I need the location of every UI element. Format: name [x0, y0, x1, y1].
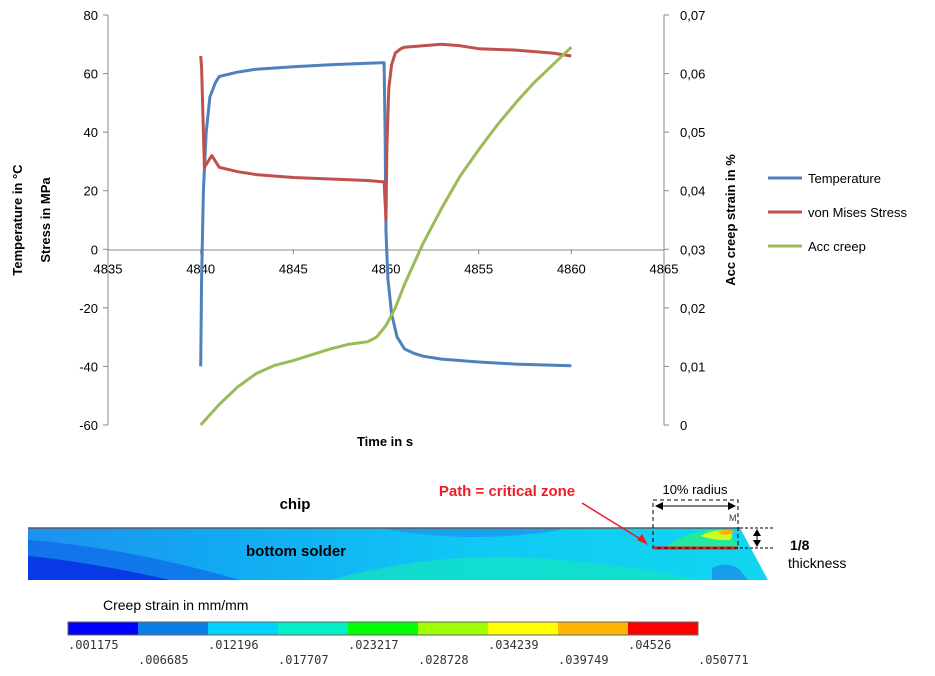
y-tick-label-right: 0,06 — [680, 67, 705, 82]
y-tick-label-right: 0,02 — [680, 301, 705, 316]
colorbar-segment — [558, 622, 628, 635]
radius-arrow-head-left — [655, 502, 663, 510]
chip-label: chip — [280, 496, 311, 513]
y-tick-label-left: -60 — [79, 418, 98, 433]
series-lines — [199, 42, 573, 427]
colorbar-label-bottom: .006685 — [138, 653, 189, 667]
colorbar-label-top: .04526 — [628, 638, 671, 652]
y-tick-label-left: 0 — [91, 242, 98, 257]
solder-hotspot-orange — [718, 529, 734, 535]
radius-label: 10% radius — [662, 482, 728, 497]
thickness-arrow-head-bottom — [753, 540, 761, 547]
colorbar-segment — [628, 622, 698, 635]
legend-label-von-mises-stress: von Mises Stress — [808, 205, 907, 220]
y-tick-label-right: 0,04 — [680, 184, 705, 199]
x-tick-label: 4835 — [94, 261, 123, 276]
colorbar-segment — [208, 622, 278, 635]
y-tick-label-left: 20 — [84, 184, 98, 199]
series-line-acc-creep — [199, 46, 573, 427]
colorbar-border — [67, 621, 699, 636]
y-tick-label-right: 0,01 — [680, 359, 705, 374]
thickness-word-label: thickness — [788, 555, 846, 571]
y-tick-label-left: 40 — [84, 125, 98, 140]
thickness-arrow-head-top — [753, 529, 761, 536]
x-tick-label: 4845 — [279, 261, 308, 276]
y-tick-label-right: 0,05 — [680, 125, 705, 140]
series-line-von-mises-stress — [199, 42, 572, 222]
solder-zone-green-bottom — [330, 556, 700, 580]
path-label: Path = critical zone — [439, 483, 575, 500]
colorbar-segment — [488, 622, 558, 635]
x-tick-label: 4865 — [650, 261, 679, 276]
colorbar-label-bottom: .028728 — [418, 653, 469, 667]
y-tick-label-left: 80 — [84, 8, 98, 23]
y-tick-label-right: 0,03 — [680, 242, 705, 257]
y-tick-label-left: 60 — [84, 67, 98, 82]
x-tick-label: 4850 — [372, 261, 401, 276]
y-tick-label-right: 0,07 — [680, 8, 705, 23]
y-tick-label-left: -20 — [79, 301, 98, 316]
y-ticks-right: 0 0,01 0,02 0,03 0,04 0,05 0,06 0,07 — [664, 8, 705, 433]
y-ticks-left: -60 -40 -20 0 20 40 60 80 — [79, 8, 108, 433]
solder-zone-right-dark — [712, 564, 748, 580]
path-arrow — [581, 502, 646, 543]
colorbar-segment — [348, 622, 418, 635]
radius-arrow-head-right — [728, 502, 736, 510]
legend-label-temperature: Temperature — [808, 171, 881, 186]
colorbar-title: Creep strain in mm/mm — [103, 597, 248, 613]
x-tick-label: 4860 — [557, 261, 586, 276]
colorbar — [67, 621, 699, 636]
colorbar-segment — [418, 622, 488, 635]
y-axis-label-left-line1: Temperature in °C — [10, 164, 25, 276]
colorbar-label-bottom: .039749 — [558, 653, 609, 667]
colorbar-label-bottom: .050771 — [698, 653, 749, 667]
colorbar-label-bottom: .017707 — [278, 653, 329, 667]
legend: Temperature von Mises Stress Acc creep — [768, 171, 907, 254]
legend-label-acc-creep: Acc creep — [808, 239, 866, 254]
mx-marker: M — [729, 513, 737, 523]
colorbar-segment — [138, 622, 208, 635]
colorbar-segment — [68, 622, 138, 635]
colorbar-segment — [278, 622, 348, 635]
critical-zone-box — [652, 499, 739, 549]
solder-zone-blue-top — [380, 528, 560, 538]
solder-label: bottom solder — [246, 543, 346, 560]
cross-section-figure: chip bottom solder Path = critical zone … — [28, 482, 846, 580]
colorbar-labels: .001175 .012196 .023217 .034239 .04526 .00668… — [68, 638, 749, 667]
colorbar-label-top: .001175 — [68, 638, 119, 652]
y-axis-label-left-line2: Stress in MPa — [38, 177, 53, 263]
thickness-fraction-label: 1/8 — [790, 537, 810, 553]
y-tick-label-left: -40 — [79, 359, 98, 374]
solder-zone-medium-blue — [28, 540, 240, 580]
colorbar-label-top: .012196 — [208, 638, 259, 652]
colorbar-label-top: .034239 — [488, 638, 539, 652]
y-tick-label-right: 0 — [680, 418, 687, 433]
series-line-temperature — [199, 61, 572, 368]
x-tick-label: 4855 — [464, 261, 493, 276]
colorbar-label-top: .023217 — [348, 638, 399, 652]
path-arrow-head — [637, 534, 648, 545]
x-axis-label: Time in s — [357, 434, 413, 449]
y-axis-label-right: Acc creep strain in % — [723, 154, 738, 286]
